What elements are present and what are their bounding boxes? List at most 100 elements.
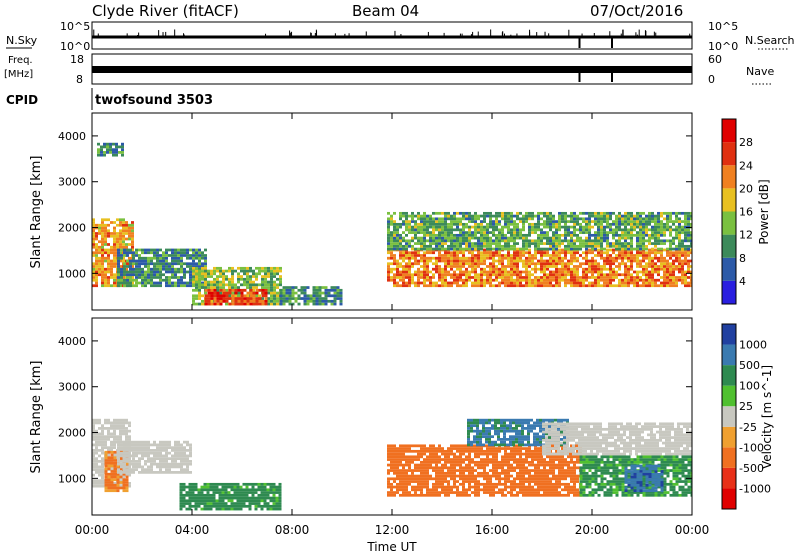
velocity-cell-520 (162, 449, 165, 452)
power-cell-1795 (534, 251, 537, 255)
power-cell-1755 (525, 273, 528, 277)
power-cell-21 (95, 284, 98, 288)
power-cell-173 (116, 237, 119, 241)
power-cell-3372 (639, 217, 642, 221)
power-cell-1925 (567, 259, 570, 263)
power-cell-2549 (426, 220, 429, 223)
power-cell-1885 (558, 273, 561, 277)
power-cell-767 (216, 277, 219, 281)
velocity-cell-734 (221, 504, 225, 508)
power-cell-2685 (459, 220, 462, 223)
velocity-cell-1278 (456, 460, 459, 464)
power-cell-1822 (543, 276, 546, 279)
velocity-cell-470 (147, 451, 150, 455)
velocity-cell-1136 (429, 463, 432, 467)
power-cell-1875 (555, 262, 558, 266)
power-cell-2999 (543, 231, 546, 234)
velocity-cell-941 (393, 480, 396, 483)
power-cell-3556 (690, 236, 692, 240)
power-cell-1224 (339, 297, 343, 300)
power-cell-3285 (618, 220, 621, 223)
power-cell-803 (225, 275, 228, 278)
power-cell-3360 (636, 211, 639, 215)
power-cell-566 (180, 284, 183, 288)
power-cell-527 (168, 254, 171, 257)
power-cell-2532 (423, 233, 426, 237)
velocity-cell-1105 (423, 466, 426, 470)
velocity-cell-1049 (411, 444, 414, 448)
velocity-cell-575 (180, 468, 183, 472)
power-cell-2603 (441, 242, 444, 245)
velocity-cell-1028 (408, 469, 411, 472)
power-cell-2461 (402, 211, 405, 215)
velocity-cell-886 (272, 488, 276, 492)
power-cell-2807 (492, 247, 495, 251)
power-cell-37 (95, 237, 98, 241)
velocity-cell-110 (107, 438, 110, 441)
power-cell-1170 (312, 297, 316, 300)
power-cell-1131 (288, 294, 292, 298)
power-cell-1222 (339, 302, 343, 306)
velocity-cell-750 (224, 485, 228, 489)
power-cell-1281 (402, 278, 405, 282)
power-cell-1296 (405, 270, 408, 274)
power-cell-823 (231, 280, 234, 284)
power-cell-1200 (324, 286, 328, 289)
power-cell-102 (107, 284, 110, 288)
power-cell-2505 (417, 242, 420, 245)
power-cell-3000 (543, 225, 546, 229)
velocity-cell-1289 (459, 471, 462, 475)
power-cell-260 (128, 223, 131, 227)
noise-right-tick-top: 10^5 (708, 20, 738, 33)
power-cell-1153 (303, 302, 307, 306)
power-cell-1046 (228, 297, 232, 300)
power-cell-1948 (573, 265, 576, 268)
power-cell-1517 (465, 284, 468, 288)
velocity-cell-1158 (432, 444, 435, 448)
velocity-cell-10 (92, 451, 95, 455)
power-cell-1336 (417, 284, 420, 288)
velocity-cell-1376 (474, 447, 477, 450)
power-cell-1323 (411, 256, 414, 260)
power-cell-2878 (510, 247, 513, 251)
power-cell-1671 (504, 276, 507, 279)
power-cell-1923 (567, 265, 570, 268)
power-cell-1560 (474, 256, 477, 260)
velocity-cell-906 (278, 482, 282, 486)
velocity-cell-1337 (468, 474, 471, 478)
power-cell-1330 (414, 262, 417, 266)
velocity-cell-1223 (447, 493, 450, 497)
velocity-cell-270 (104, 464, 108, 468)
velocity-cell-32 (95, 446, 98, 450)
power-cell-62 (101, 270, 104, 274)
power-cell-1490 (456, 254, 459, 257)
velocity-cell-94 (104, 438, 107, 441)
power-cell-238 (125, 232, 128, 235)
power-cell-2832 (498, 242, 501, 245)
velocity-cell-709 (212, 499, 216, 503)
velocity-cell-607 (189, 460, 192, 463)
velocity-cell-264 (104, 481, 108, 484)
power-cell-569 (180, 276, 183, 279)
velocity-cell-14 (92, 435, 95, 439)
power-cell-523 (168, 270, 171, 274)
power-cell-1983 (585, 284, 588, 288)
power-cell-2723 (468, 214, 471, 218)
velocity-cell-1123 (426, 466, 429, 470)
power-cell-2917 (519, 228, 522, 232)
power-cell-2964 (534, 244, 537, 248)
velocity-cell-673 (200, 499, 204, 503)
velocity-cell-957 (396, 482, 399, 486)
power-cell-2643 (450, 236, 453, 240)
power-cell-1864 (552, 254, 555, 257)
power-cell-1141 (294, 299, 298, 303)
power-cell-1716 (516, 284, 519, 288)
velocity-cell-45 (98, 471, 101, 474)
power-cell-100 (104, 223, 107, 227)
power-cell-1846 (549, 278, 552, 282)
power-cell-3030 (552, 244, 555, 248)
power-cell-1073 (243, 288, 247, 292)
power-cell-2733 (471, 217, 474, 221)
power-cell-2389 (690, 276, 692, 279)
power-cell-1590 (483, 273, 486, 277)
